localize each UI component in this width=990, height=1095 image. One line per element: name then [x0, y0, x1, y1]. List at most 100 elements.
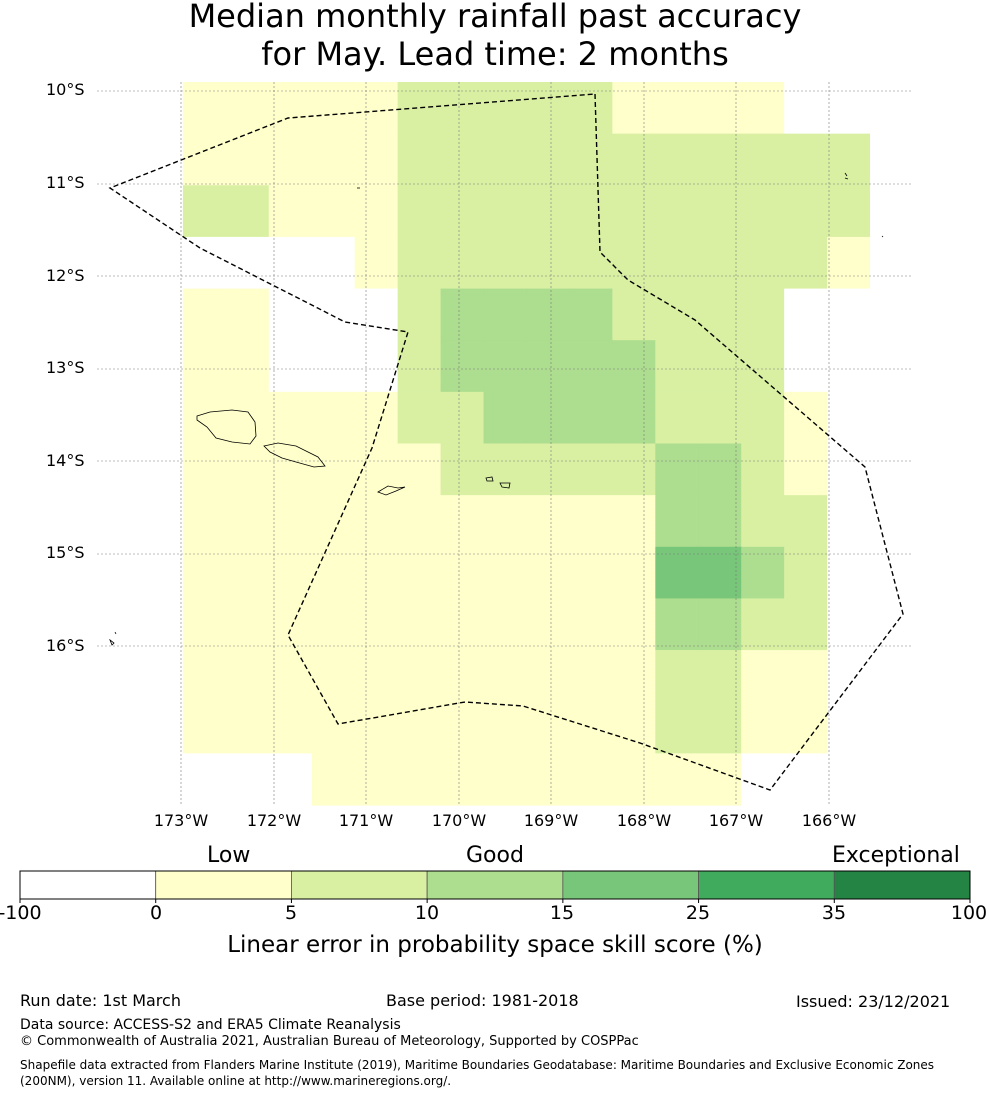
grid-cell: [741, 701, 785, 754]
grid-cell: [440, 650, 485, 703]
lon-label-172w: 172°W: [246, 811, 302, 830]
lon-label-169w: 169°W: [523, 811, 579, 830]
grid-cell: [182, 288, 227, 341]
grid-cell: [827, 546, 871, 600]
grid-cell: [225, 340, 270, 393]
grid-cell: [612, 546, 656, 600]
grid-cell: [569, 185, 613, 238]
grid-cell: [827, 701, 871, 754]
grid-cell: [655, 288, 699, 341]
grid-cell: [784, 236, 828, 290]
colorbar-tick-label: 100: [950, 902, 988, 924]
grid-cell: [827, 133, 871, 186]
colorbar-tick-label: 35: [821, 902, 847, 924]
islands: [109, 172, 884, 646]
grid-cell: [569, 495, 613, 548]
grid-cell: [139, 495, 184, 548]
grid-cell: [569, 340, 613, 393]
grid-cell: [97, 443, 141, 496]
grid-cell: [440, 185, 485, 238]
grid-cell: [311, 443, 356, 496]
colorbar-swatch: [19, 870, 157, 900]
grid-cell: [526, 443, 571, 496]
grid-cell: [268, 185, 313, 238]
grid-cell: [569, 288, 613, 341]
grid-cell: [655, 133, 699, 186]
grid-cell: [311, 701, 356, 754]
grid-cell: [182, 701, 227, 754]
grid-cell: [827, 598, 871, 651]
grid-cell: [182, 391, 227, 445]
grid-cell: [483, 185, 528, 238]
grid-cell: [397, 236, 442, 290]
lon-label-173w: 173°W: [153, 811, 209, 830]
grid-cell: [268, 133, 313, 186]
grid-cell: [311, 546, 356, 600]
grid-cell: [483, 133, 528, 186]
grid-cell: [526, 650, 571, 703]
grid-cell: [139, 236, 184, 290]
lat-label-11s: 11°S: [46, 173, 85, 192]
grid-cell: [655, 340, 699, 393]
grid-cell: [612, 133, 656, 186]
grid-cell: [870, 753, 914, 806]
lon-label-171w: 171°W: [338, 811, 394, 830]
grid-cell: [784, 288, 828, 341]
colorbar-tick-label: 5: [284, 902, 298, 924]
manua-islands: [485, 476, 511, 489]
grid-cell: [698, 701, 742, 754]
grid-cell: [225, 391, 270, 445]
grid-cell: [698, 391, 742, 445]
grid-cell: [784, 443, 828, 496]
grid-cell: [784, 650, 828, 703]
grid-cell: [612, 495, 656, 548]
grid-cell: [784, 391, 828, 445]
grid-cell: [698, 650, 742, 703]
skill-grid: [97, 82, 914, 806]
grid-cell: [870, 185, 914, 238]
grid-cell: [440, 495, 485, 548]
grid-cell: [139, 546, 184, 600]
grid-cell: [655, 391, 699, 445]
grid-cell: [784, 546, 828, 600]
grid-cell: [526, 288, 571, 341]
shapefile-credit-line-1: Shapefile data extracted from Flanders M…: [20, 1058, 935, 1072]
grid-cell: [526, 701, 571, 754]
grid-cell: [139, 443, 184, 496]
legend-category-exceptional: Exceptional: [832, 843, 960, 868]
grid-cell: [655, 443, 699, 496]
grid-cell: [354, 185, 399, 238]
grid-cell: [569, 391, 613, 445]
grid-cell: [139, 133, 184, 186]
grid-cell: [741, 443, 785, 496]
grid-cell: [827, 288, 871, 341]
grid-cell: [870, 701, 914, 754]
colorbar-swatch: [155, 870, 292, 900]
map-title-line-2: for May. Lead time: 2 months: [261, 35, 729, 73]
grid-cell: [483, 701, 528, 754]
grid-cell: [311, 340, 356, 393]
grid-cell: [225, 650, 270, 703]
grid-cell: [311, 185, 356, 238]
grid-cell: [268, 495, 313, 548]
grid-cell: [225, 495, 270, 548]
grid-cell: [483, 443, 528, 496]
legend-category-good: Good: [466, 843, 524, 868]
grid-cell: [225, 133, 270, 186]
grid-cell: [483, 236, 528, 290]
lat-label-12s: 12°S: [46, 266, 85, 285]
grid-cell: [311, 753, 356, 806]
colorbar-axis-label: Linear error in probability space skill …: [227, 932, 763, 958]
grid-cell: [698, 133, 742, 186]
grid-cell: [311, 236, 356, 290]
shapefile-credit-line-2: (200NM), version 11. Available online at…: [20, 1074, 452, 1088]
grid-cell: [612, 753, 656, 806]
grid-cell: [139, 650, 184, 703]
grid-cell: [182, 443, 227, 496]
grid-cell: [741, 185, 785, 238]
grid-cell: [870, 391, 914, 445]
grid-cell: [354, 495, 399, 548]
lat-label-13s: 13°S: [46, 358, 85, 377]
colorbar-tick-label: 25: [685, 902, 711, 924]
